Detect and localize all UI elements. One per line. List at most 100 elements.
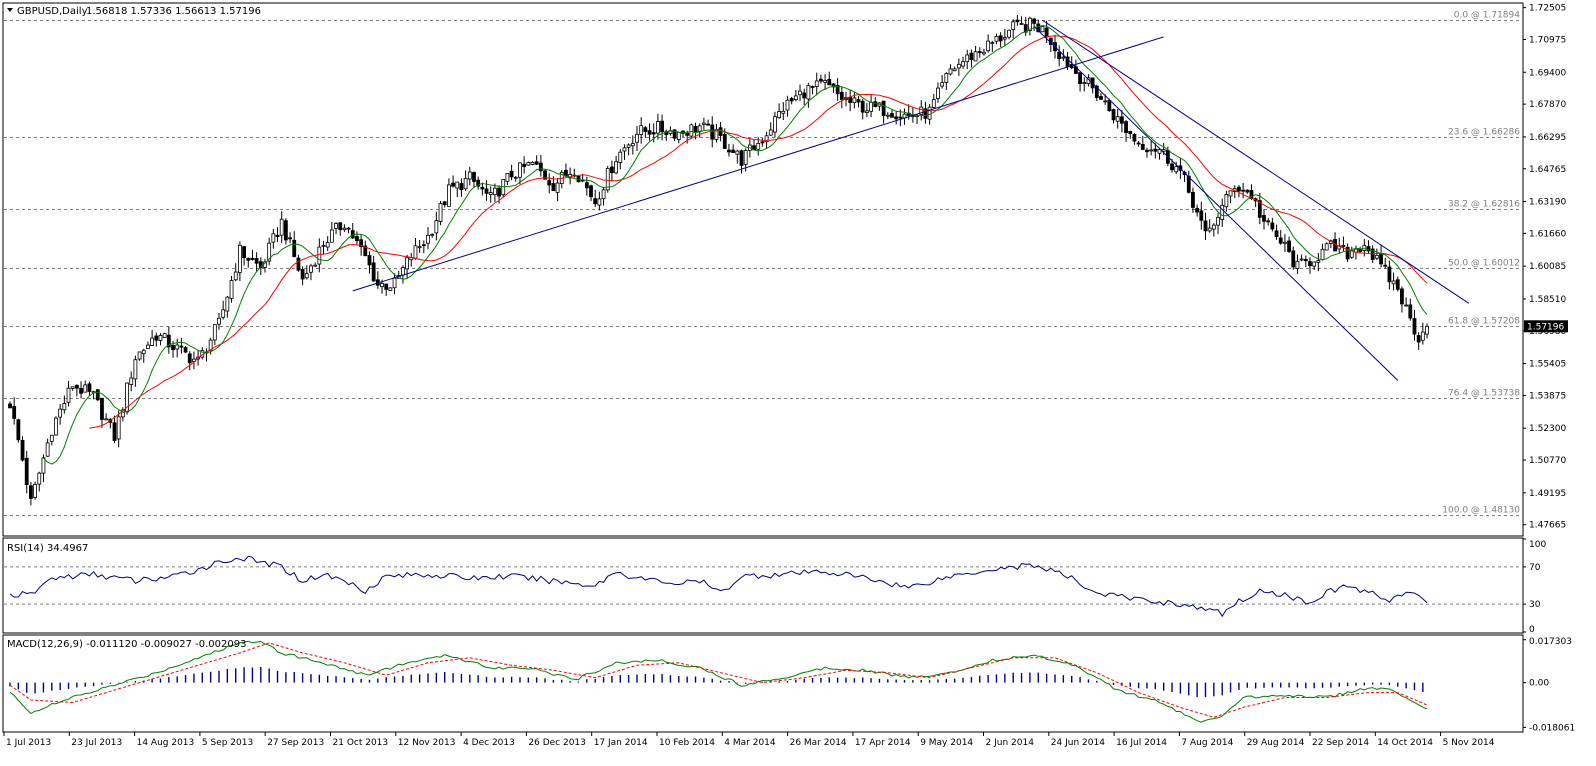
time-tick-label: 5 Nov 2014 <box>1443 738 1495 748</box>
bear-candle <box>890 113 894 118</box>
bull-candle <box>1312 261 1317 267</box>
bull-candle <box>1228 190 1233 197</box>
bull-candle <box>1374 254 1379 259</box>
bear-candle <box>860 100 865 113</box>
bear-candle <box>1383 264 1388 267</box>
trend-line[interactable] <box>1033 26 1399 381</box>
bull-candle <box>948 68 953 75</box>
price-tick-label: 1.66295 <box>1529 133 1566 143</box>
bear-candle <box>1245 189 1250 193</box>
rsi-tick-label: 100 <box>1529 540 1546 550</box>
time-tick-label: 16 Jul 2014 <box>1116 738 1167 748</box>
bull-candle <box>62 403 67 411</box>
bear-candle <box>187 353 192 364</box>
bull-candle <box>233 271 238 281</box>
bull-candle <box>133 359 138 380</box>
bear-candle <box>1345 246 1350 260</box>
rsi-tick-label: 70 <box>1529 563 1541 573</box>
fib-level-label: 0.0 @ 1.71894 <box>1454 11 1521 21</box>
time-tick-label: 27 Sep 2013 <box>267 738 324 748</box>
current-price-tag: 1.57196 <box>1524 320 1568 333</box>
bull-candle <box>982 51 986 55</box>
bear-candle <box>727 149 731 153</box>
bear-candle <box>1199 210 1204 221</box>
bear-candle <box>442 201 447 205</box>
bear-candle <box>839 91 844 100</box>
bull-candle <box>965 54 970 63</box>
bear-candle <box>183 347 188 353</box>
bull-candle <box>70 386 75 389</box>
macd-tick-label: 0.017303 <box>1529 637 1572 647</box>
bear-candle <box>24 457 29 486</box>
bear-candle <box>998 35 1003 42</box>
bear-candle <box>1262 215 1266 222</box>
bear-candle <box>8 403 12 409</box>
bull-candle <box>150 337 155 346</box>
macd-panel[interactable]: 0.017303 0.00 -0.018061 MACD(12,26,9) -0.0… <box>2 634 1575 733</box>
bear-candle <box>894 116 899 120</box>
bull-candle <box>141 349 146 355</box>
bull-candle <box>334 223 338 229</box>
fib-level-label: 76.4 @ 1.53738 <box>1448 389 1520 399</box>
bull-candle <box>237 244 242 273</box>
bear-candle <box>835 85 840 95</box>
bull-candle <box>952 68 957 72</box>
bull-candle <box>116 416 121 440</box>
bear-candle <box>296 257 301 271</box>
bear-candle <box>1408 304 1413 319</box>
bull-candle <box>768 129 773 136</box>
rsi-panel[interactable]: 100 70 30 0 RSI(14) 34.4967 <box>2 537 1546 635</box>
rsi-label: RSI(14) 34.4967 <box>7 543 88 554</box>
bear-candle <box>12 406 17 419</box>
bear-candle <box>28 485 33 499</box>
bull-candle <box>279 218 284 236</box>
bull-candle <box>936 87 940 99</box>
candles-layer <box>8 15 1429 506</box>
bull-candle <box>225 296 230 312</box>
bull-candle <box>313 264 318 267</box>
bear-candle <box>1387 266 1392 283</box>
bear-candle <box>74 384 79 389</box>
bull-candle <box>852 97 857 104</box>
bull-candle <box>413 245 418 259</box>
bull-candle <box>689 124 694 137</box>
bull-candle <box>41 457 46 474</box>
bull-candle <box>49 434 54 442</box>
bull-candle <box>756 143 761 150</box>
bear-candle <box>87 383 92 392</box>
bull-candle <box>773 116 777 133</box>
bull-candle <box>944 73 949 83</box>
fib-level-label: 38.2 @ 1.62816 <box>1448 200 1520 210</box>
time-tick-label: 24 Jun 2014 <box>1051 738 1105 748</box>
bear-candle <box>497 187 501 197</box>
bull-candle <box>229 280 234 299</box>
price-panel[interactable]: 0.0 @ 1.71894 23.6 @ 1.66286 38.2 @ 1.6281… <box>2 2 1568 537</box>
bear-candle <box>451 182 455 187</box>
trend-line[interactable] <box>1042 19 1470 304</box>
bear-candle <box>242 246 246 259</box>
bear-candle <box>100 397 104 420</box>
bear-candle <box>819 78 823 82</box>
bull-candle <box>798 90 802 96</box>
bull-candle <box>83 384 88 393</box>
bull-candle <box>1011 21 1016 31</box>
bull-candle <box>1216 217 1220 226</box>
bear-candle <box>1170 163 1174 171</box>
time-tick-label: 21 Oct 2013 <box>333 738 389 748</box>
dropdown-triangle-icon[interactable] <box>7 8 13 12</box>
bear-candle <box>831 83 836 88</box>
bear-candle <box>484 188 489 194</box>
bull-candle <box>1149 149 1154 152</box>
bull-candle <box>614 161 618 174</box>
trend-line[interactable] <box>352 36 1164 292</box>
price-tick-label: 1.53875 <box>1529 391 1566 401</box>
bull-candle <box>697 125 702 132</box>
bull-candle <box>785 99 790 111</box>
bull-candle <box>597 198 602 206</box>
bear-candle <box>731 149 736 153</box>
bear-candle <box>246 258 251 261</box>
bear-candle <box>760 141 765 144</box>
bear-candle <box>1140 143 1145 150</box>
bull-candle <box>438 203 443 222</box>
